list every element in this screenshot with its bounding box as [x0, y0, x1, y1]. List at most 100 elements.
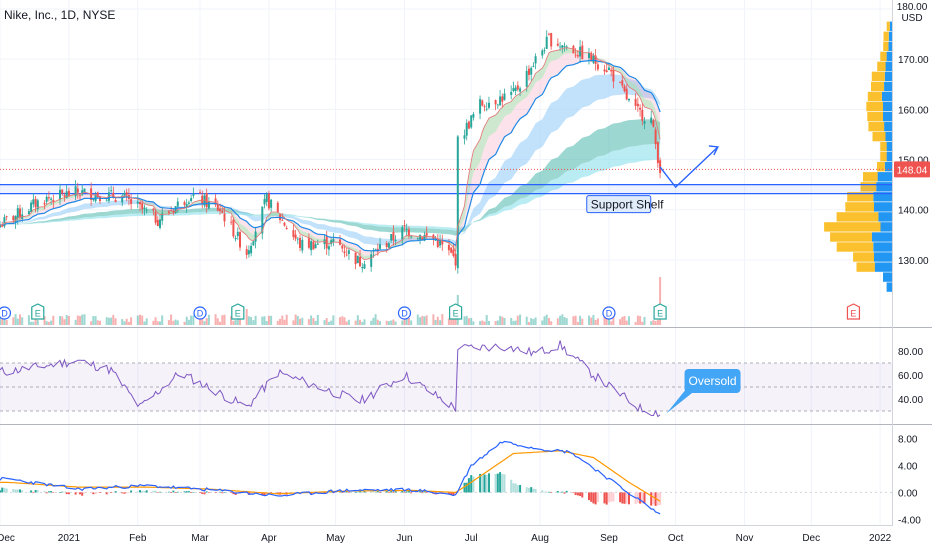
candle-body: [141, 203, 144, 210]
event-marker-earnings[interactable]: E: [31, 303, 45, 320]
candle-body: [1, 225, 4, 227]
macd-histogram-bar: [65, 492, 68, 495]
time-axis[interactable]: Dec 2021 Feb Mar Apr May Jun Jul Aug Sep Oct Nov Dec…: [0, 533, 892, 544]
candle-body: [525, 70, 528, 87]
macd-histogram-bar: [594, 492, 597, 505]
macd-histogram-bar: [534, 488, 537, 493]
oversold-callout[interactable]: Oversold: [666, 369, 741, 414]
candle-body: [301, 239, 304, 251]
macd-histogram-bar: [79, 492, 81, 495]
macd-histogram-bar: [532, 488, 535, 493]
volume-profile-up-bar: [874, 262, 892, 272]
macd-histogram-bar: [410, 492, 413, 494]
candle-body: [152, 208, 155, 211]
macd-histogram-bar: [45, 492, 48, 494]
rsi-pane[interactable]: Oversold: [0, 340, 892, 418]
candle-body: [421, 237, 424, 240]
candle-body: [281, 219, 284, 221]
volume-bar: [14, 314, 17, 325]
volume-bars: [0, 277, 662, 325]
volume-profile-down-bar: [845, 202, 874, 212]
volume-bar: [112, 314, 115, 325]
event-marker-earnings[interactable]: E: [846, 303, 861, 320]
time-axis-label: Jun: [396, 533, 412, 544]
event-marker-earnings[interactable]: E: [231, 303, 245, 320]
macd-tick-label: 0.00: [898, 488, 918, 499]
event-marker-earnings[interactable]: E: [449, 303, 463, 320]
volume-profile-up-bar: [873, 192, 892, 202]
event-marker-earnings[interactable]: E: [653, 303, 667, 320]
time-axis-label: May: [326, 533, 345, 544]
macd-pane[interactable]: [0, 440, 892, 515]
volume-bar: [503, 318, 506, 325]
volume-profile-up-bar: [884, 162, 892, 172]
volume-profile-down-bar: [877, 61, 886, 72]
macd-histogram-bar: [83, 492, 86, 494]
candle-body: [470, 115, 473, 128]
volume-bar: [510, 317, 513, 325]
candle-body: [252, 241, 255, 246]
volume-bar: [114, 318, 117, 325]
candle-body: [579, 46, 582, 57]
candle-body: [510, 92, 513, 95]
volume-bar: [343, 317, 346, 325]
rsi-axis[interactable]: 80.00 60.00 40.00: [898, 347, 923, 406]
candle-body: [199, 192, 201, 194]
event-marker-dividend[interactable]: D: [0, 306, 12, 320]
candle-body: [654, 129, 657, 145]
candle-body: [61, 189, 64, 194]
macd-histogram-bar: [407, 490, 410, 493]
volume-bar: [159, 321, 161, 325]
time-axis-label: 2022: [869, 533, 892, 544]
volume-bar: [407, 317, 410, 325]
macd-histogram-bar: [514, 483, 517, 493]
event-marker-dividend[interactable]: D: [602, 306, 616, 320]
price-tick-label: 140.00: [898, 206, 929, 217]
volume-bar: [50, 320, 53, 325]
candle-body: [423, 235, 426, 241]
macd-histogram-bar: [310, 492, 313, 495]
macd-histogram-bar: [141, 490, 144, 493]
macd-histogram-bar: [525, 487, 528, 493]
macd-histogram-bar: [472, 476, 475, 493]
candle-body: [123, 193, 126, 196]
moving-average-ribbons: [0, 47, 661, 260]
volume-bar: [488, 321, 490, 325]
candle-body: [465, 123, 468, 136]
macd-histogram-bar: [496, 473, 499, 493]
volume-bar: [483, 321, 486, 325]
macd-axis[interactable]: 8.00 4.00 0.00 -4.00: [898, 435, 921, 527]
candle-body: [263, 199, 266, 205]
volume-bar: [323, 320, 326, 325]
macd-histogram-bar: [174, 492, 177, 493]
candle-body: [363, 264, 366, 269]
macd-histogram-bar: [152, 490, 155, 493]
event-marker-dividend[interactable]: D: [397, 306, 412, 320]
candle-body: [407, 229, 410, 237]
volume-bar: [185, 316, 188, 325]
main-price-pane[interactable]: D E D E D E D E E Support Shelf: [0, 21, 892, 325]
candle-body: [612, 70, 615, 82]
macd-histogram-bar: [450, 492, 453, 495]
volume-bar: [390, 320, 393, 325]
support-shelf-annotation[interactable]: Support Shelf: [586, 195, 664, 214]
candle-body: [183, 202, 186, 205]
candle-body: [499, 96, 502, 106]
volume-profile-down-bar: [830, 232, 872, 242]
candle-body: [543, 50, 546, 52]
candle-body: [596, 64, 599, 70]
volume-bar: [636, 315, 639, 325]
price-tick-label: 130.00: [898, 256, 929, 267]
volume-bar: [279, 318, 281, 325]
macd-histogram-bar: [374, 492, 377, 493]
macd-histogram-bar: [159, 491, 161, 493]
volume-bar: [405, 317, 408, 325]
support-zone: [0, 184, 892, 194]
macd-histogram-bar: [643, 492, 646, 504]
volume-bar: [123, 321, 126, 325]
macd-histogram-bar: [548, 491, 550, 493]
event-marker-dividend[interactable]: D: [193, 306, 207, 320]
macd-histogram-bar: [543, 491, 546, 493]
